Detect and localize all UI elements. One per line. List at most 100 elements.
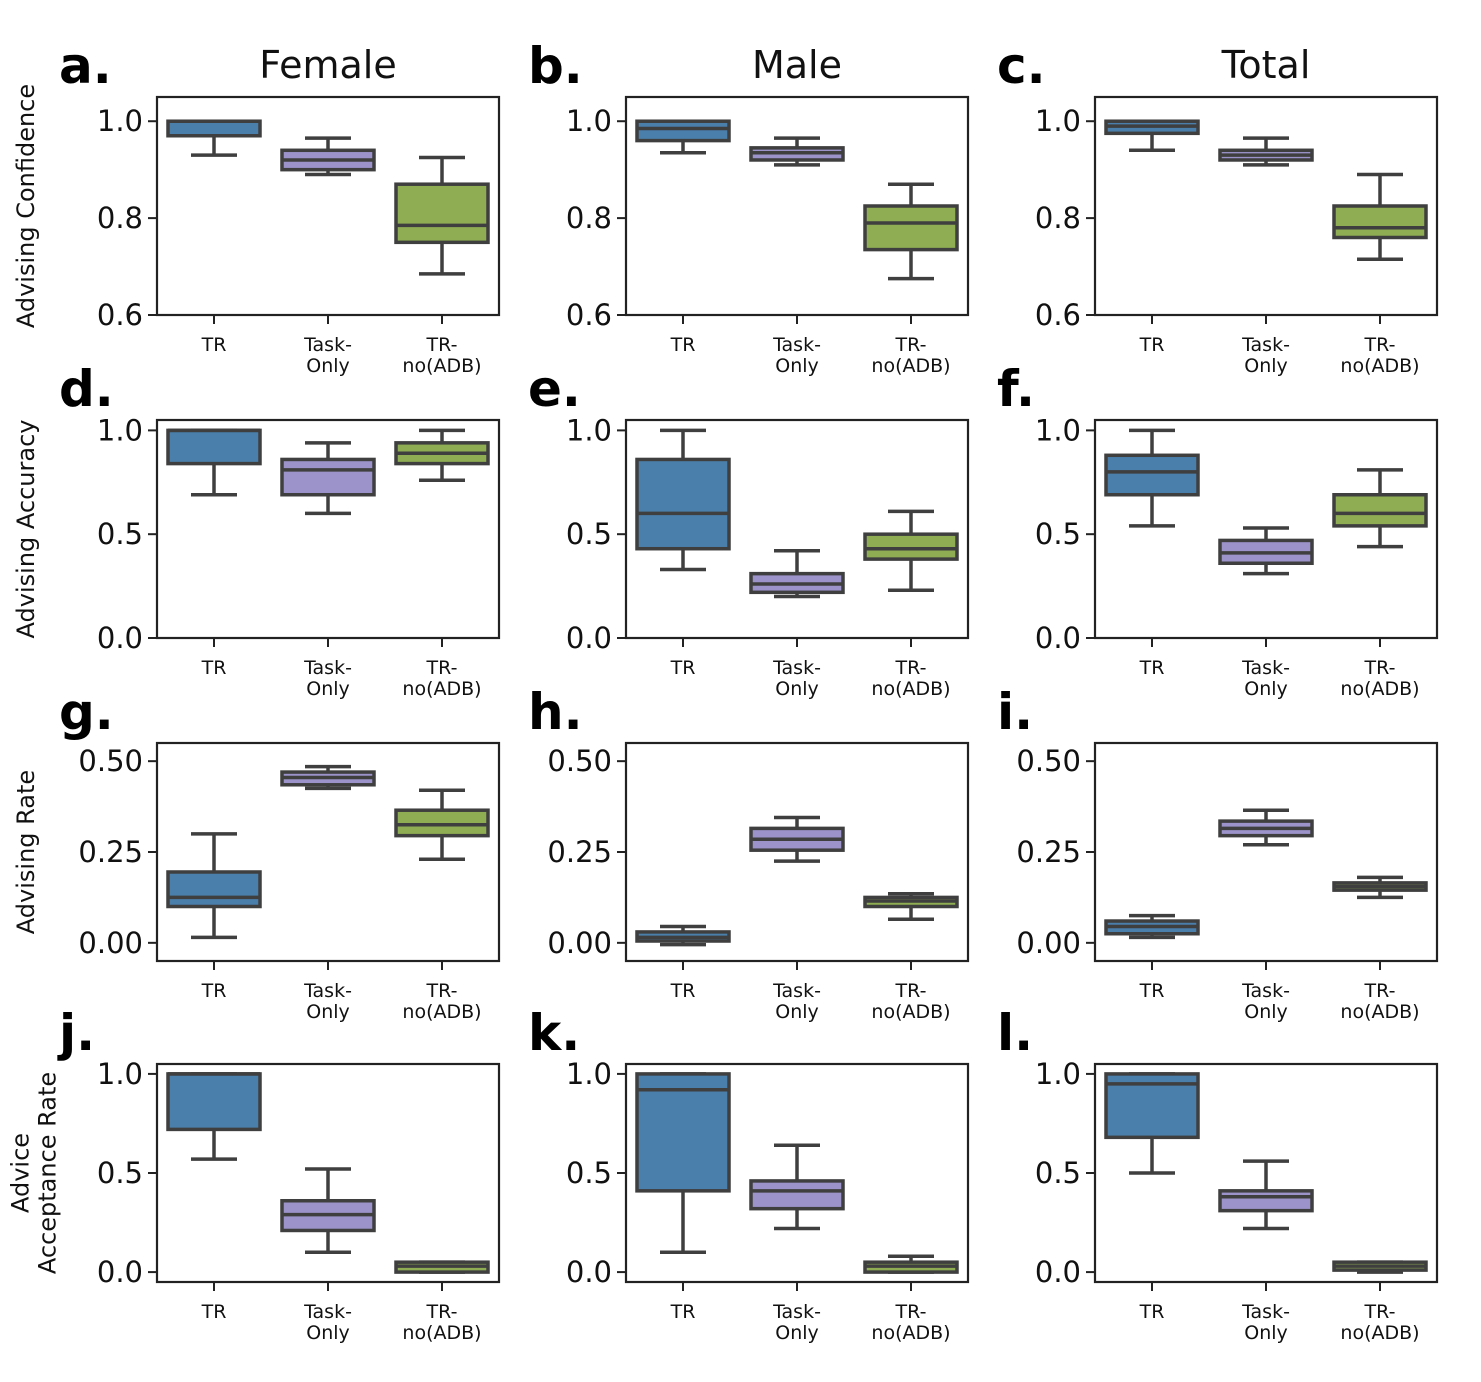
iqr-box [1218,1189,1314,1213]
panel-a: a. 0.6 0.8 1.0 TR Task-Only TR-no(ADB) Advising… [12,37,501,377]
x-category-label: Task- [1241,980,1290,1002]
x-category-label: no(ADB) [1340,1322,1419,1344]
x-category-label: TR [201,657,227,679]
iqr-box [1332,492,1428,528]
x-category-label: TR [670,657,696,679]
box-tr-noadb [1332,1260,1428,1274]
iqr-box [635,457,731,551]
y-tick-label: 1.0 [1035,1057,1081,1091]
iqr-box [280,457,376,497]
y-tick-label: 0.0 [566,621,612,655]
panel-letter: a. [59,37,112,95]
y-tick-label: 0.0 [97,621,143,655]
iqr-box [863,532,959,561]
x-category-label: no(ADB) [871,1001,950,1023]
y-axis-label: Advising Rate [12,770,40,934]
x-category-label: Only [1244,678,1288,700]
x-category-label: TR- [1364,334,1396,356]
x-category-label: no(ADB) [871,678,950,700]
x-category-label: TR- [426,980,458,1002]
x-category-label: Only [775,355,819,377]
x-category-label: no(ADB) [1340,678,1419,700]
box-tr [1104,119,1200,153]
box-task-only [280,1167,376,1255]
y-tick-label: 0.25 [547,835,612,869]
y-tick-label: 0.25 [1016,835,1081,869]
panel-letter: l. [997,1004,1033,1062]
x-category-label: Only [775,1001,819,1023]
panel-letter: k. [528,1004,580,1062]
x-category-label: TR- [895,657,927,679]
box-task-only [1218,526,1314,576]
x-category-label: no(ADB) [1340,355,1419,377]
box-tr-noadb [394,788,490,862]
y-tick-label: 1.0 [1035,104,1081,138]
y-tick-label: 0.6 [566,298,612,332]
y-tick-label: 1.0 [97,413,143,447]
x-category-label: Only [1244,1001,1288,1023]
y-tick-label: 0.5 [566,1156,612,1190]
x-category-label: TR- [426,1301,458,1323]
panel-c: c. 0.6 0.8 1.0 TR Task-Only TR-no(ADB) [997,37,1439,377]
x-category-label: no(ADB) [402,355,481,377]
box-task-only [749,136,845,167]
box-task-only [1218,136,1314,167]
box-tr [1104,913,1200,940]
column-title: Total [1221,43,1311,87]
x-category-label: TR- [895,334,927,356]
x-category-label: Task- [772,1301,821,1323]
panel-letter: f. [997,360,1035,418]
iqr-box [749,1179,845,1211]
x-category-label: Only [775,1322,819,1344]
x-category-label: TR- [1364,1301,1396,1323]
panel-letter: d. [59,360,114,418]
x-category-label: Task- [772,980,821,1002]
panel-b: b. 0.6 0.8 1.0 TR Task-Only TR-no(ADB) [528,37,970,377]
box-task-only [280,441,376,516]
x-category-label: TR [670,1301,696,1323]
x-category-label: Task- [303,657,352,679]
x-category-label: Task- [1241,657,1290,679]
box-tr-noadb [1332,172,1428,262]
panel-f: f. 0.0 0.5 1.0 TR Task-Only TR-no(ADB) [997,360,1439,700]
column-title: Male [752,43,842,87]
y-axis-label: Acceptance Rate [34,1072,62,1274]
y-tick-label: 0.8 [97,201,143,235]
x-category-label: TR- [895,980,927,1002]
y-tick-label: 0.5 [97,1156,143,1190]
x-category-label: Task- [303,334,352,356]
y-tick-label: 0.50 [1016,744,1081,778]
x-category-label: TR [1139,657,1165,679]
x-category-label: TR [201,1301,227,1323]
iqr-box [394,182,490,245]
panel-h: h. 0.00 0.25 0.50 TR Task-Only TR-no(ADB) [528,683,970,1023]
x-category-label: TR [201,334,227,356]
box-task-only [280,764,376,791]
x-category-label: no(ADB) [1340,1001,1419,1023]
y-tick-label: 0.6 [1035,298,1081,332]
x-category-label: TR [201,980,227,1002]
x-category-label: TR [1139,980,1165,1002]
y-tick-label: 0.8 [1035,201,1081,235]
box-tr [166,119,262,157]
y-tick-label: 0.50 [547,744,612,778]
panel-e: e. 0.0 0.5 1.0 TR Task-Only TR-no(ADB) [528,360,970,700]
x-category-label: Task- [1241,1301,1290,1323]
iqr-box [166,870,262,909]
y-tick-label: 1.0 [1035,413,1081,447]
x-category-label: TR- [895,1301,927,1323]
column-title: Female [259,43,396,87]
y-tick-label: 0.0 [566,1255,612,1289]
x-category-label: TR [1139,334,1165,356]
y-tick-label: 0.8 [566,201,612,235]
y-tick-label: 0.50 [78,744,143,778]
x-category-label: TR [670,334,696,356]
panel-letter: e. [528,360,581,418]
y-axis-label: Advising Accuracy [12,420,40,639]
iqr-box [166,1072,262,1132]
y-tick-label: 0.00 [547,926,612,960]
iqr-box [635,1072,731,1193]
